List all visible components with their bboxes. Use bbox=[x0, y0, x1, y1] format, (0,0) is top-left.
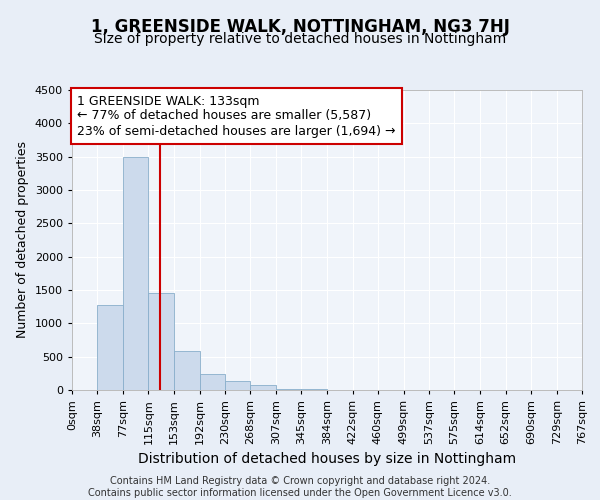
Text: Size of property relative to detached houses in Nottingham: Size of property relative to detached ho… bbox=[94, 32, 506, 46]
Bar bbox=[250, 384, 276, 390]
Text: 1 GREENSIDE WALK: 133sqm
← 77% of detached houses are smaller (5,587)
23% of sem: 1 GREENSIDE WALK: 133sqm ← 77% of detach… bbox=[77, 94, 395, 138]
Bar bbox=[148, 292, 174, 390]
X-axis label: Distribution of detached houses by size in Nottingham: Distribution of detached houses by size … bbox=[138, 452, 516, 466]
Text: 1, GREENSIDE WALK, NOTTINGHAM, NG3 7HJ: 1, GREENSIDE WALK, NOTTINGHAM, NG3 7HJ bbox=[91, 18, 509, 36]
Bar bbox=[174, 352, 200, 390]
Bar bbox=[123, 156, 148, 390]
Bar bbox=[97, 304, 123, 390]
Y-axis label: Number of detached properties: Number of detached properties bbox=[16, 142, 29, 338]
Text: Contains HM Land Registry data © Crown copyright and database right 2024.
Contai: Contains HM Land Registry data © Crown c… bbox=[88, 476, 512, 498]
Bar bbox=[200, 374, 225, 390]
Bar bbox=[225, 382, 250, 390]
Bar bbox=[276, 388, 301, 390]
